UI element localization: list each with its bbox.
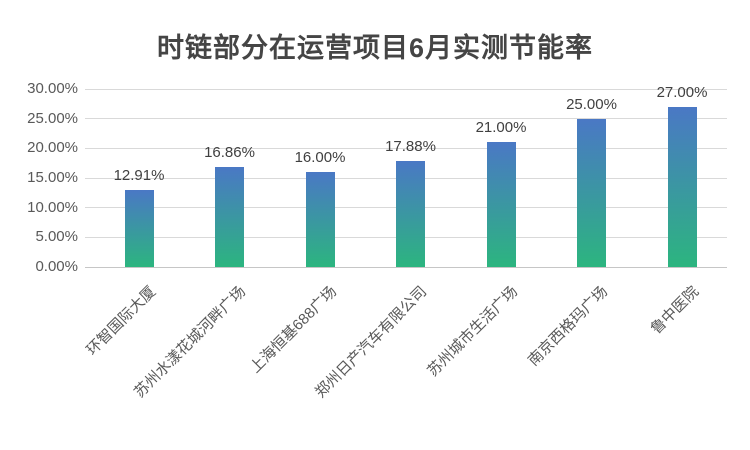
- bar: [124, 190, 154, 267]
- x-axis-category-label: 环智国际大厦: [83, 283, 160, 359]
- x-axis-category-label: 鲁中医院: [647, 283, 703, 338]
- bar-value-label: 21.00%: [475, 119, 527, 137]
- y-axis-tick-label: 15.00%: [27, 169, 78, 186]
- bar-value-label: 25.00%: [566, 95, 617, 113]
- bar: [486, 142, 516, 267]
- x-axis-category-label: 上海恒基688广场: [246, 283, 341, 377]
- bar-value-label: 16.00%: [294, 149, 346, 167]
- bar-value-label: 12.91%: [113, 167, 165, 185]
- y-axis-tick-label: 30.00%: [27, 80, 78, 97]
- y-axis-tick-label: 10.00%: [27, 198, 78, 216]
- y-axis-tick-label: 20.00%: [27, 139, 78, 157]
- gridline: [85, 88, 727, 90]
- chart-title: 时链部分在运营项目6月实测节能率: [156, 33, 593, 63]
- bar-value-label: 27.00%: [656, 83, 708, 101]
- y-axis-tick-label: 25.00%: [27, 109, 78, 127]
- x-axis-category-label: 苏州城市生活广场: [424, 283, 522, 381]
- bar-value-label: 16.86%: [204, 143, 255, 161]
- x-axis-line: [85, 266, 727, 268]
- bar: [667, 106, 697, 267]
- y-axis-tick-label: 0.00%: [35, 258, 78, 275]
- bar: [305, 172, 335, 267]
- x-axis-category-label: 南京西格玛广场: [525, 283, 612, 370]
- gridline: [85, 147, 727, 149]
- bar: [396, 160, 425, 267]
- bar-value-label: 17.88%: [385, 137, 436, 155]
- gridline: [85, 118, 727, 120]
- bar: [577, 118, 606, 267]
- y-axis-tick-label: 5.00%: [35, 228, 78, 246]
- bar: [215, 166, 244, 267]
